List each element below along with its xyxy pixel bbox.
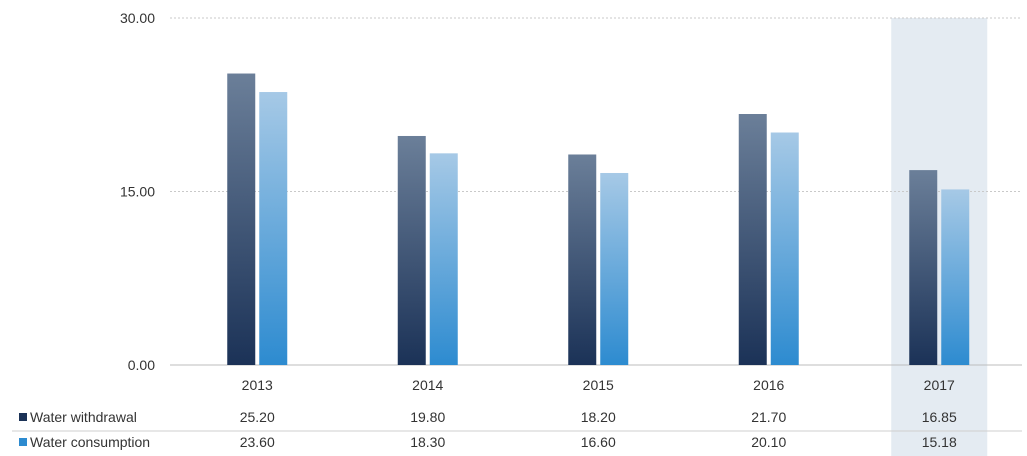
bar-consumption-2015 <box>600 172 629 365</box>
data-label: 16.60 <box>581 434 616 450</box>
legend-swatch-withdrawal <box>19 413 27 421</box>
highlight-band-2017 <box>891 18 988 456</box>
bar-consumption-2014 <box>429 153 458 365</box>
legend-label-consumption: Water consumption <box>30 434 150 450</box>
y-tick-label: 30.00 <box>120 10 155 26</box>
legend-swatch-consumption <box>19 438 27 446</box>
legend-label-withdrawal: Water withdrawal <box>30 409 137 425</box>
bar-consumption-2013 <box>259 92 288 365</box>
bar-withdrawal-2016 <box>738 114 767 366</box>
data-label: 21.70 <box>751 409 786 425</box>
bar-consumption-2016 <box>770 132 799 365</box>
data-label: 20.10 <box>751 434 786 450</box>
data-label: 16.85 <box>922 409 957 425</box>
y-tick-label: 15.00 <box>120 184 155 200</box>
data-label: 25.20 <box>240 409 275 425</box>
bar-withdrawal-2013 <box>227 73 256 366</box>
data-label: 18.20 <box>581 409 616 425</box>
y-tick-label: 0.00 <box>128 357 155 373</box>
bar-withdrawal-2014 <box>397 135 426 365</box>
x-tick-label: 2014 <box>412 377 443 393</box>
bar-withdrawal-2017 <box>909 170 938 365</box>
bar-withdrawal-2015 <box>568 154 597 365</box>
data-label: 18.30 <box>410 434 445 450</box>
x-tick-label: 2015 <box>583 377 614 393</box>
data-label: 19.80 <box>410 409 445 425</box>
x-tick-label: 2013 <box>242 377 273 393</box>
data-label: 23.60 <box>240 434 275 450</box>
x-tick-label: 2016 <box>753 377 784 393</box>
x-tick-label: 2017 <box>924 377 955 393</box>
bar-consumption-2017 <box>941 189 970 365</box>
data-label: 15.18 <box>922 434 957 450</box>
